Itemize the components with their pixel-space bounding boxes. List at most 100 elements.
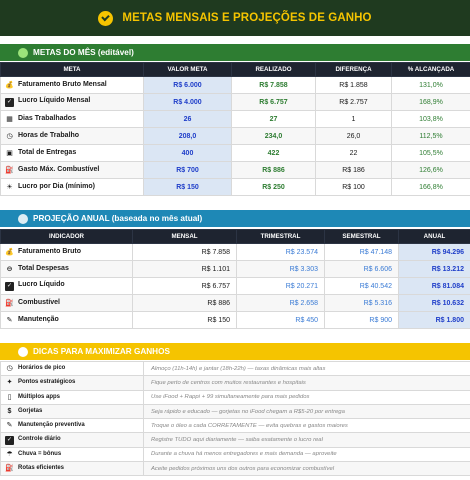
col-header-anual: ANUAL (398, 229, 470, 244)
goal-percent: 126,6% (391, 161, 470, 179)
tip-label: Pontos estratégicos (18, 379, 76, 386)
tip-label: Múltiplos apps (18, 393, 60, 400)
projection-header-row: INDICADOR MENSAL TRIMESTRAL SEMESTRAL AN… (0, 229, 470, 244)
tips-section-header: DICAS PARA MAXIMIZAR GANHOS (0, 343, 470, 360)
goal-label-cell: ✓ Lucro Líquido Mensal (0, 93, 144, 111)
col-header-semestral: SEMESTRAL (324, 229, 399, 244)
indicator-label-cell: ✓ Lucro Líquido (0, 277, 133, 295)
projection-row: ⛽ Combustível R$ 886 R$ 2.658 R$ 5.316 R$… (0, 294, 470, 312)
projection-section-header: PROJEÇÃO ANUAL (baseada no mês atual) (0, 210, 470, 227)
goal-target-input[interactable]: R$ 700 (143, 161, 232, 179)
goal-actual: 234,0 (231, 127, 316, 145)
goal-target-input[interactable]: 400 (143, 144, 232, 162)
col-header-indicador: INDICADOR (0, 229, 133, 244)
goal-actual: 422 (231, 144, 316, 162)
tip-row: ☂ Chuva = bônus Durante a chuva há menos … (0, 446, 470, 463)
projection-monthly: R$ 1.101 (132, 260, 237, 278)
projection-quarterly: R$ 450 (236, 311, 325, 329)
col-header-realizado: REALIZADO (231, 62, 316, 77)
goal-difference: R$ 2.757 (315, 93, 392, 111)
projection-semester: R$ 900 (324, 311, 399, 329)
goal-target-input[interactable]: 208,0 (143, 127, 232, 145)
goal-difference: R$ 186 (315, 161, 392, 179)
tip-label-cell: ✦ Pontos estratégicos (0, 375, 144, 391)
expense-icon: ⊖ (6, 265, 13, 273)
goal-target-input[interactable]: R$ 6.000 (143, 76, 232, 94)
goal-percent: 105,5% (391, 144, 470, 162)
clock-icon: ◷ (6, 132, 13, 140)
projection-quarterly: R$ 3.303 (236, 260, 325, 278)
lightbulb-icon (18, 346, 28, 357)
col-header-mensal: MENSAL (132, 229, 237, 244)
projection-quarterly: R$ 20.271 (236, 277, 325, 295)
tip-label-cell: ▯ Múltiplos apps (0, 389, 144, 405)
tips-table: ◷ Horários de pico Almoço (11h-14h) e jan… (0, 360, 470, 477)
projection-row: 💰 Faturamento Bruto R$ 7.858 R$ 23.574 R$… (0, 243, 470, 261)
check-box-icon: ✓ (5, 282, 14, 291)
col-header-pct: % ALCANÇADA (391, 62, 470, 77)
projection-semester: R$ 47.148 (324, 243, 399, 261)
goal-target-input[interactable]: R$ 150 (143, 178, 232, 196)
money-bag-icon: 💰 (5, 248, 14, 256)
projection-semester: R$ 5.316 (324, 294, 399, 312)
indicator-label: Manutenção (18, 315, 59, 323)
clock-icon: ◷ (6, 365, 13, 373)
goal-actual: R$ 886 (231, 161, 316, 179)
tip-label: Manutenção preventiva (18, 422, 85, 429)
tip-row: ✦ Pontos estratégicos Fique perto de cent… (0, 375, 470, 391)
projection-monthly: R$ 886 (132, 294, 237, 312)
tip-label-cell: ✎ Manutenção preventiva (0, 418, 144, 434)
goal-label-cell: ▦ Dias Trabalhados (0, 110, 144, 128)
route-icon: ⛽ (5, 465, 14, 473)
col-header-trimestral: TRIMESTRAL (236, 229, 325, 244)
goals-row: ⛽ Gasto Máx. Combustível R$ 700 R$ 886 R$… (0, 161, 470, 179)
goal-label: Lucro Líquido Mensal (18, 97, 91, 104)
package-icon: ▣ (6, 149, 13, 157)
tip-label: Gorjetas (18, 408, 43, 415)
projection-semester: R$ 6.606 (324, 260, 399, 278)
goals-row: 💰 Faturamento Bruto Mensal R$ 6.000 R$ 7.… (0, 76, 470, 94)
projection-monthly: R$ 6.757 (132, 277, 237, 295)
check-box-icon: ✓ (5, 435, 14, 445)
money-bag-icon: 💰 (5, 81, 14, 89)
sheet-title-bar: METAS MENSAIS E PROJEÇÕES DE GANHO (0, 0, 470, 36)
tip-label-cell: ◷ Horários de pico (0, 360, 144, 377)
goal-actual: 27 (231, 110, 316, 128)
goal-difference: R$ 100 (315, 178, 392, 196)
projection-row: ✎ Manutenção R$ 150 R$ 450 R$ 900 R$ 1.80… (0, 311, 470, 329)
goal-percent: 112,5% (391, 127, 470, 145)
tip-label: Controle diário (18, 435, 61, 442)
projection-annual: R$ 10.632 (398, 294, 470, 312)
goal-target-input[interactable]: 26 (143, 110, 232, 128)
goal-label: Total de Entregas (18, 148, 77, 156)
tip-row: ✎ Manutenção preventiva Troque o óleo a c… (0, 418, 470, 434)
goal-target-input[interactable]: R$ 4.000 (143, 93, 232, 111)
goal-percent: 131,0% (391, 76, 470, 94)
tip-text: Almoço (11h-14h) e jantar (18h-22h) — ta… (143, 360, 470, 377)
calendar-icon: ▦ (6, 115, 13, 123)
goal-percent: 168,9% (391, 93, 470, 111)
goals-header-row: META VALOR META REALIZADO DIFERENÇA % AL… (0, 62, 470, 77)
section-dot-icon (18, 213, 28, 224)
goal-label: Faturamento Bruto Mensal (18, 80, 107, 88)
wrench-icon: ✎ (6, 422, 13, 430)
indicator-label-cell: ⊖ Total Despesas (0, 260, 133, 278)
goal-label-cell: ⛽ Gasto Máx. Combustível (0, 161, 144, 179)
tip-row: $ Gorjetas Seja rápido e educado — gorjet… (0, 403, 470, 420)
tip-text: Use iFood + Rappi + 99 simultaneamente p… (143, 389, 470, 405)
wrench-icon: ✎ (6, 316, 13, 324)
goal-actual: R$ 7.858 (231, 76, 316, 94)
goals-row: ◷ Horas de Trabalho 208,0 234,0 26,0 112,… (0, 127, 470, 145)
rain-icon: ☂ (6, 450, 13, 458)
goal-difference: 26,0 (315, 127, 392, 145)
tip-label-cell: ⛽ Rotas eficientes (0, 461, 144, 477)
indicator-label-cell: 💰 Faturamento Bruto (0, 243, 133, 261)
goal-label-cell: 💰 Faturamento Bruto Mensal (0, 76, 144, 94)
projection-annual: R$ 94.296 (398, 243, 470, 261)
tip-text: Registre TUDO aqui diariamente — saiba e… (143, 432, 470, 448)
goal-label-cell: ◷ Horas de Trabalho (0, 127, 144, 145)
tip-row: ✓ Controle diário Registre TUDO aqui diar… (0, 432, 470, 448)
pin-icon: ✦ (6, 379, 13, 387)
projection-quarterly: R$ 23.574 (236, 243, 325, 261)
projection-annual: R$ 81.084 (398, 277, 470, 295)
